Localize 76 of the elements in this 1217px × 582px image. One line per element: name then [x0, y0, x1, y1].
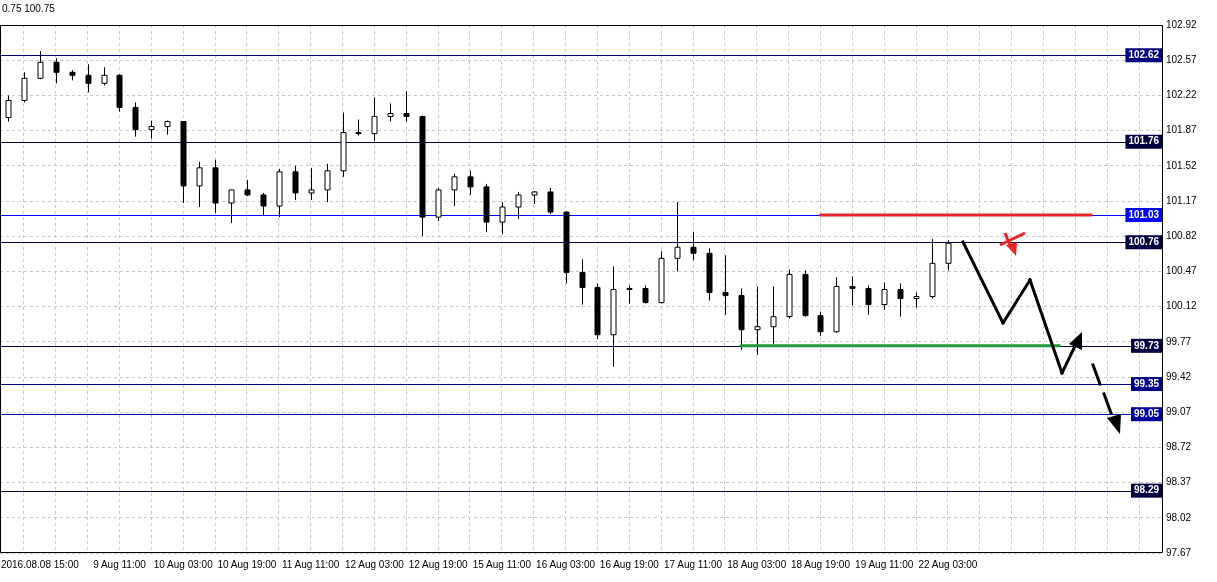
y-tick-label: 99.77: [1166, 335, 1192, 347]
ref-line-label: 99.73: [1133, 339, 1160, 351]
candlestick: [722, 254, 729, 316]
candlestick: [499, 201, 506, 235]
candlestick: [387, 102, 394, 123]
x-tick-label: 19 Aug 11:00: [855, 558, 914, 570]
y-tick-label: 102.57: [1166, 53, 1198, 65]
candlestick: [403, 90, 410, 123]
x-tick-label: 11 Aug 11:00: [281, 558, 340, 570]
candlestick: [467, 170, 474, 196]
y-tick-label: 100.82: [1166, 229, 1198, 241]
candlestick: [292, 165, 299, 201]
x-tick-label: 9 Aug 11:00: [93, 558, 147, 570]
y-tick-label: 102.92: [1166, 18, 1198, 30]
y-tick-label: 101.52: [1166, 159, 1198, 171]
y-tick-label: 99.07: [1166, 405, 1192, 417]
y-tick-label: 98.02: [1166, 511, 1192, 523]
ref-line-label: 101.76: [1128, 135, 1160, 147]
candlestick: [770, 285, 777, 345]
candlestick: [579, 258, 586, 306]
candlestick: [515, 191, 522, 220]
x-tick-label: 10 Aug 19:00: [217, 558, 277, 570]
candlestick: [897, 282, 904, 318]
candlestick: [945, 239, 952, 271]
y-tick-label: 100.12: [1166, 300, 1198, 312]
text: 0.75 100.75: [2, 2, 56, 14]
candlestick: [371, 96, 378, 142]
candlestick: [881, 281, 888, 311]
x-tick-label: 18 Aug 03:00: [727, 558, 787, 570]
candlestick: [5, 94, 12, 123]
candlestick: [308, 167, 315, 201]
candlestick: [228, 189, 235, 224]
y-tick-label: 98.72: [1166, 441, 1192, 453]
candlestick: [37, 50, 44, 80]
candlestick: [849, 275, 856, 307]
candlestick: [674, 201, 681, 272]
candlestick: [132, 101, 139, 138]
candlestick: [148, 120, 155, 140]
x-tick-label: 12 Aug 19:00: [408, 558, 469, 570]
x-tick-label: 18 Aug 19:00: [791, 558, 851, 570]
ref-line-label: 99.05: [1133, 407, 1160, 419]
candlestick: [324, 163, 331, 203]
candlestick: [817, 311, 824, 337]
x-tick-label: 17 Aug 11:00: [663, 558, 723, 570]
x-tick-label: 12 Aug 03:00: [344, 558, 405, 570]
y-tick-label: 101.17: [1166, 194, 1198, 206]
y-tick-label: 102.22: [1166, 89, 1198, 101]
ref-line-label: 100.76: [1128, 235, 1160, 247]
candlestick: [451, 173, 458, 207]
y-tick-label: 99.42: [1166, 370, 1192, 382]
ref-line-label: 101.03: [1128, 208, 1160, 220]
x-tick-label: 10 Aug 03:00: [153, 558, 214, 570]
candlestick: [642, 284, 649, 305]
candlestick: [260, 192, 267, 216]
candlestick: [865, 284, 872, 316]
candlestick: [754, 285, 761, 356]
candlestick: [101, 66, 108, 86]
y-tick-label: 100.47: [1166, 265, 1198, 277]
ref-line-label: 99.35: [1133, 377, 1160, 389]
x-tick-label: 16 Aug 03:00: [536, 558, 596, 570]
candlestick: [547, 187, 554, 215]
x-tick-label: 22 Aug 03:00: [918, 558, 978, 570]
candlestick: [196, 161, 203, 208]
candlestick: [21, 71, 28, 103]
candlestick: [85, 63, 92, 93]
ref-line-label: 102.62: [1128, 48, 1160, 60]
x-tick-label: 16 Aug 19:00: [599, 558, 660, 570]
ref-line-label: 98.29: [1133, 484, 1160, 496]
x-tick-label: 2016.08.08 15:00: [0, 558, 80, 570]
x-tick-label: 15 Aug 11:00: [472, 558, 532, 570]
candlestick: [690, 231, 697, 261]
candlestick: [626, 284, 633, 305]
y-tick-label: 98.37: [1166, 476, 1192, 488]
y-tick-label: 101.87: [1166, 124, 1198, 136]
y-tick-label: 97.67: [1166, 546, 1192, 558]
candlestick: [53, 57, 60, 84]
